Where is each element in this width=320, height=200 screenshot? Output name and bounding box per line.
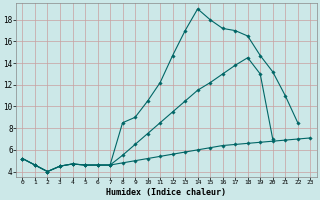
X-axis label: Humidex (Indice chaleur): Humidex (Indice chaleur) <box>106 188 226 197</box>
